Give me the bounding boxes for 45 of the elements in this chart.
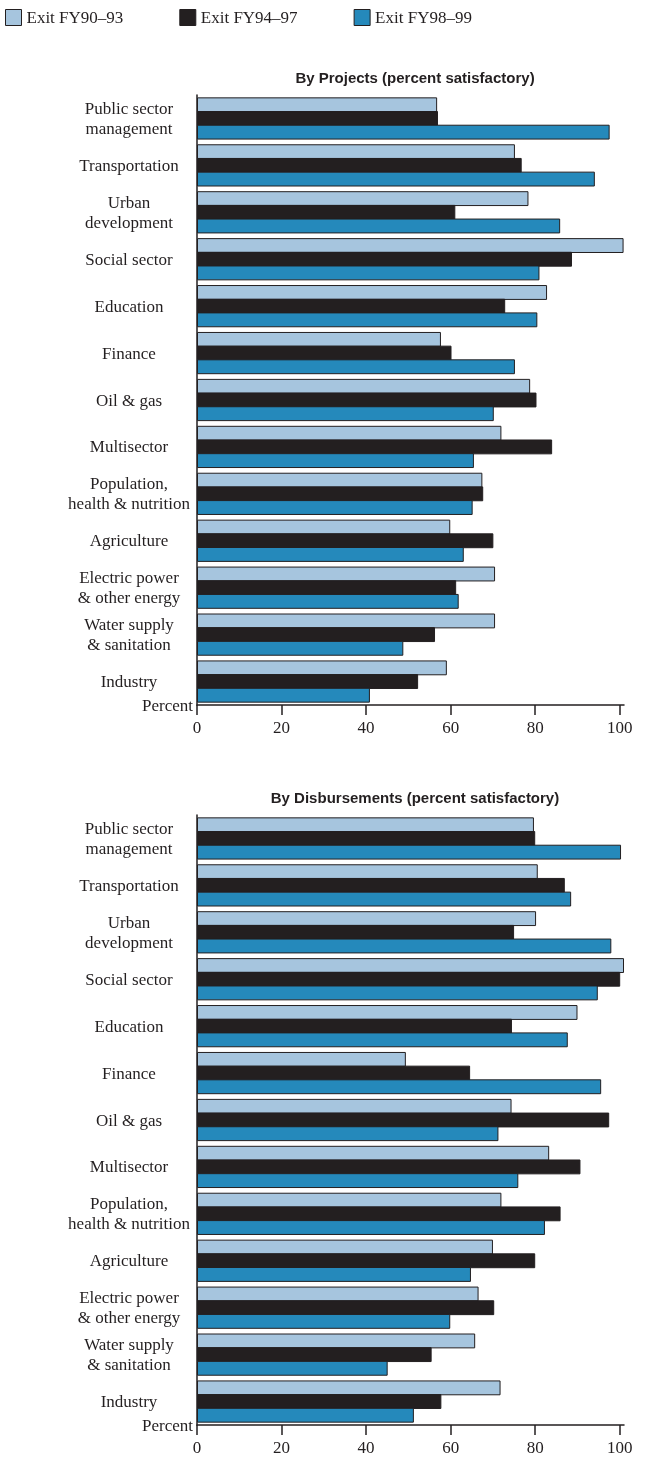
y-tick-label: Multisector (89, 1157, 169, 1177)
legend-label: Exit FY90–93 (26, 8, 124, 27)
y-tick-label: Oil & gas (95, 390, 163, 410)
x-tick-label: 100 (607, 1438, 633, 1457)
y-tick-label: Education (94, 1016, 164, 1036)
chart-title: By Projects (percent satisfactory) (295, 69, 535, 86)
x-tick-label: 20 (273, 1438, 291, 1457)
y-tick-label: Finance (102, 343, 156, 363)
x-tick-label: 60 (442, 1438, 460, 1457)
x-tick-label: 60 (442, 718, 460, 737)
chart-title: By Disbursements (percent satisfactory) (270, 789, 560, 806)
x-tick-label: 100 (607, 718, 633, 737)
y-tick-label: Industry (100, 672, 158, 692)
legend-label: Exit FY98–99 (375, 8, 472, 27)
y-tick-label: Agriculture (89, 1251, 169, 1271)
x-tick-label: 40 (357, 1438, 375, 1457)
x-tick-label: 20 (273, 718, 291, 737)
y-tick-label: Water supply & sanitation (84, 615, 175, 655)
y-tick-label: Finance (102, 1063, 156, 1083)
x-axis-title: Percent (142, 1415, 194, 1435)
y-tick-label: Oil & gas (95, 1110, 163, 1130)
y-tick-label: Population, health & nutrition (68, 1194, 191, 1234)
x-axis-title: Percent (142, 695, 194, 715)
x-tick-label: 40 (357, 718, 375, 737)
y-tick-label: Industry (100, 1392, 158, 1412)
y-tick-label: Multisector (89, 437, 169, 457)
y-tick-label: Social sector (85, 969, 173, 989)
y-tick-label: Water supply & sanitation (84, 1335, 175, 1375)
y-tick-label: Education (94, 296, 164, 316)
y-tick-label: Electric power & other energy (77, 568, 181, 608)
y-tick-label: Population, health & nutrition (68, 474, 191, 514)
y-tick-label: Urban development (85, 912, 174, 952)
x-tick-label: 80 (526, 718, 544, 737)
y-tick-label: Electric power & other energy (77, 1288, 181, 1328)
y-tick-label: Transportation (79, 875, 180, 895)
y-tick-label: Urban development (85, 192, 174, 232)
y-tick-label: Agriculture (89, 531, 169, 551)
y-tick-label: Transportation (79, 155, 180, 175)
y-tick-label: Public sector management (84, 818, 174, 858)
x-tick-label: 80 (526, 1438, 544, 1457)
y-tick-label: Social sector (85, 249, 173, 269)
legend-label: Exit FY94–97 (200, 8, 299, 27)
x-tick-label: 0 (192, 718, 202, 737)
x-tick-label: 0 (192, 1438, 202, 1457)
y-tick-label: Public sector management (84, 98, 174, 138)
